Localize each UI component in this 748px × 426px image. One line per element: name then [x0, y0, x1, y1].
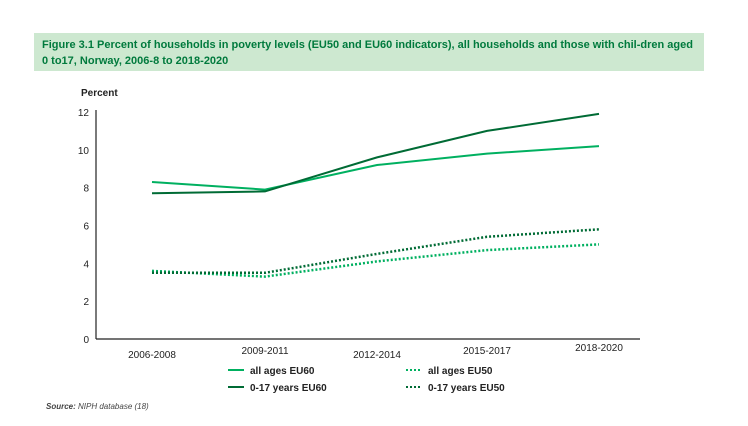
y-tick-label: 12	[78, 108, 90, 119]
y-tick-label: 8	[83, 184, 89, 195]
y-tick-label: 2	[83, 297, 89, 308]
series-line-all-ages-eu60	[151, 145, 600, 191]
legend-label: 0-17 years EU60	[250, 383, 327, 394]
source-note: Source: NIPH database (18)	[46, 402, 149, 411]
x-tick-label: 2018-2020	[575, 343, 623, 354]
legend-label: all ages EU50	[428, 366, 493, 377]
figure-title-box: Figure 3.1 Percent of households in pove…	[34, 33, 704, 71]
series-line-all-ages-eu50	[151, 243, 600, 278]
series-line-0-17-years-eu50	[152, 228, 600, 275]
y-axis-label: Percent	[81, 88, 118, 99]
y-tick-label: 6	[83, 222, 89, 233]
x-tick-label: 2009-2011	[241, 346, 289, 357]
x-tick-label: 2012-2014	[353, 350, 401, 361]
source-label: Source:	[46, 402, 76, 411]
source-text: NIPH database (18)	[75, 402, 149, 411]
legend-label: all ages EU60	[250, 366, 315, 377]
x-tick-label: 2015-2017	[463, 346, 511, 357]
y-tick-label: 10	[78, 146, 90, 157]
figure-title: Figure 3.1 Percent of households in pove…	[42, 39, 693, 67]
series-line-0-17-years-eu60	[151, 112, 600, 195]
legend-label: 0-17 years EU50	[428, 383, 505, 394]
y-tick-label: 4	[83, 259, 89, 270]
x-tick-label: 2006-2008	[128, 350, 176, 361]
y-tick-label: 0	[83, 335, 89, 346]
